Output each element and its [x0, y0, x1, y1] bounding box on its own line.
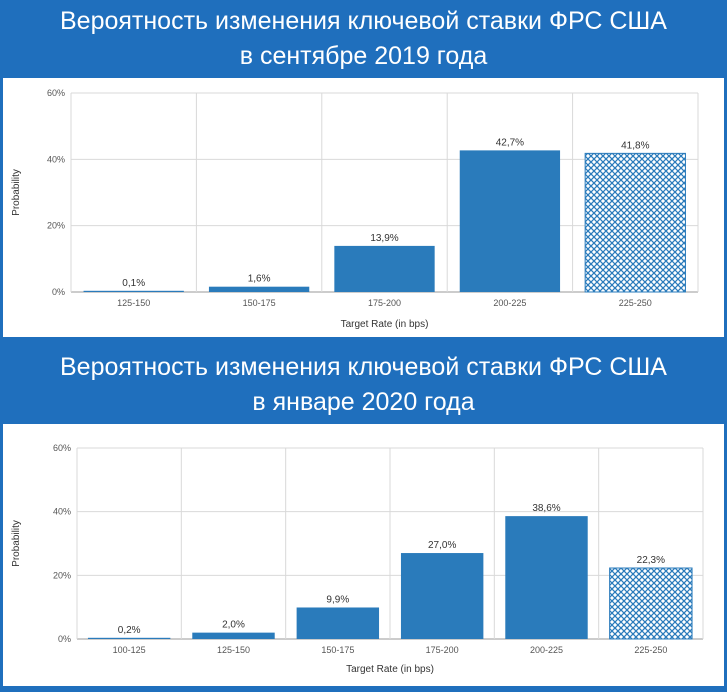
chart-2-bar-125-150 — [192, 632, 275, 639]
chart-1-x-tick-label: 150-175 — [243, 298, 276, 308]
chart-1-bar-125-150 — [83, 290, 184, 292]
chart-1-y-tick-label: 60% — [47, 88, 65, 98]
chart-2-banner-line-2: в январе 2020 года — [252, 388, 475, 416]
chart-1-y-tick-label: 0% — [52, 287, 65, 297]
chart-1-x-axis-title: Target Rate (in bps) — [341, 319, 429, 330]
chart-1-banner: Вероятность изменения ключевой ставки ФР… — [0, 4, 727, 74]
chart-2-panel: 0% 20% 40% 60% Probability Target Rate (in bp… — [3, 424, 724, 686]
chart-1-y-tick-label: 40% — [47, 154, 65, 164]
chart-2-y-tick-label: 0% — [58, 634, 71, 644]
chart-2-bar-value-label: 0,2% — [118, 625, 141, 636]
chart-2-x-axis-title: Target Rate (in bps) — [346, 664, 434, 675]
chart-2-x-tick-label: 125-150 — [217, 645, 250, 655]
chart-2-bar-value-label: 38,6% — [532, 503, 560, 514]
chart-1-panel: 0% 20% 40% 60% Probability Target Rate (in bp… — [3, 78, 724, 337]
chart-1-bar-225-250 — [584, 152, 686, 293]
chart-1-banner-line-1: Вероятность изменения ключевой ставки ФР… — [60, 7, 667, 35]
chart-2-x-tick-label: 100-125 — [113, 645, 146, 655]
chart-2-y-tick-label: 20% — [53, 570, 71, 580]
chart-2-x-tick-label: 200-225 — [530, 645, 563, 655]
chart-1-bar-175-200 — [334, 245, 435, 292]
chart-1-x-tick-label: 225-250 — [619, 298, 652, 308]
chart-2-bar-value-label: 27,0% — [428, 540, 456, 551]
chart-1-plot: 0% 20% 40% 60% Probability Target Rate (in bp… — [11, 88, 699, 330]
chart-2-plot: 0% 20% 40% 60% Probability Target Rate (in bp… — [11, 443, 704, 675]
chart-1-x-tick-label: 175-200 — [368, 298, 401, 308]
chart-2-bar-value-label: 9,9% — [326, 594, 349, 605]
chart-1-banner-line-2: в сентябре 2019 года — [239, 42, 488, 70]
chart-1-bar-value-label: 13,9% — [370, 233, 398, 244]
chart-1-bar-value-label: 41,8% — [621, 140, 649, 151]
chart-1-bar-value-label: 1,6% — [248, 274, 271, 285]
chart-1-bar-value-label: 0,1% — [122, 278, 145, 289]
chart-1-y-axis-title: Probability — [11, 169, 22, 216]
chart-1-bar-150-175 — [208, 286, 310, 292]
chart-2-bar-value-label: 22,3% — [637, 555, 665, 566]
chart-1-x-tick-label: 125-150 — [117, 298, 150, 308]
chart-2-bar-100-125 — [87, 637, 171, 639]
chart-2-bar-value-label: 2,0% — [222, 620, 245, 631]
chart-2-bar-200-225 — [505, 516, 588, 639]
chart-2-banner: Вероятность изменения ключевой ставки ФР… — [0, 350, 727, 420]
chart-2-y-axis-title: Probability — [11, 520, 22, 567]
chart-1-bar-200-225 — [459, 150, 561, 292]
chart-1-bar-value-label: 42,7% — [496, 137, 524, 148]
chart-2-bar-150-175 — [296, 607, 380, 639]
chart-1-x-tick-label: 200-225 — [493, 298, 526, 308]
chart-2-bar-225-250 — [609, 567, 693, 640]
chart-2-x-tick-label: 225-250 — [634, 645, 667, 655]
chart-1-y-tick-label: 20% — [47, 221, 65, 231]
chart-2-x-tick-label: 175-200 — [426, 645, 459, 655]
chart-2-y-tick-label: 40% — [53, 507, 71, 517]
chart-2-banner-line-1: Вероятность изменения ключевой ставки ФР… — [60, 353, 667, 381]
chart-2-y-tick-label: 60% — [53, 443, 71, 453]
chart-2-x-tick-label: 150-175 — [321, 645, 354, 655]
chart-2-bar-175-200 — [400, 553, 484, 639]
